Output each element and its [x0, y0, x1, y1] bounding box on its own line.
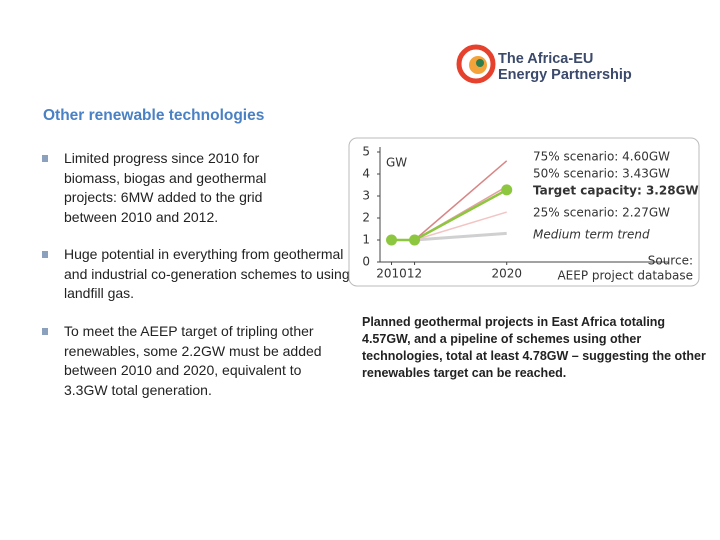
y-tick-label: 2	[362, 211, 370, 225]
source: Source:	[648, 254, 693, 268]
series-label: 50% scenario: 3.43GW	[533, 167, 670, 181]
bullet: Limited progress since 2010 for biomass,…	[42, 149, 304, 227]
series-line	[414, 231, 507, 242]
logo-icon	[456, 44, 496, 84]
point	[501, 184, 513, 196]
source: AEEP project database	[557, 269, 693, 283]
caption: Planned geothermal projects in East Afri…	[362, 315, 706, 380]
series-label: Target capacity: 3.28GW	[533, 184, 699, 198]
y-tick-label: 4	[362, 167, 370, 181]
logo-line: The Africa-EU	[498, 51, 594, 67]
point	[386, 234, 398, 246]
y-tick-label: 0	[362, 255, 370, 269]
series-line	[414, 160, 508, 241]
y-tick-label: 1	[362, 233, 370, 247]
x-tick-label: 2020	[491, 267, 522, 281]
bullet: Huge potential in everything from geothe…	[42, 245, 356, 304]
logo-line: Energy Partnership	[498, 67, 632, 83]
bullet: To meet the AEEP target of tripling othe…	[42, 322, 336, 400]
y-axis-label: GW	[386, 156, 407, 170]
section-title: Other renewable technologies	[43, 107, 265, 124]
x-tick-label: 12	[407, 267, 422, 281]
series-label: 75% scenario: 4.60GW	[533, 150, 670, 164]
series-label: 25% scenario: 2.27GW	[533, 206, 670, 220]
chart-frame	[348, 137, 700, 287]
y-tick-label: 5	[362, 145, 370, 159]
x-tick-label: 2010	[376, 267, 407, 281]
series-line	[414, 211, 507, 241]
series-label: Medium term trend	[533, 228, 650, 242]
point	[409, 234, 421, 246]
y-tick-label: 3	[362, 189, 370, 203]
